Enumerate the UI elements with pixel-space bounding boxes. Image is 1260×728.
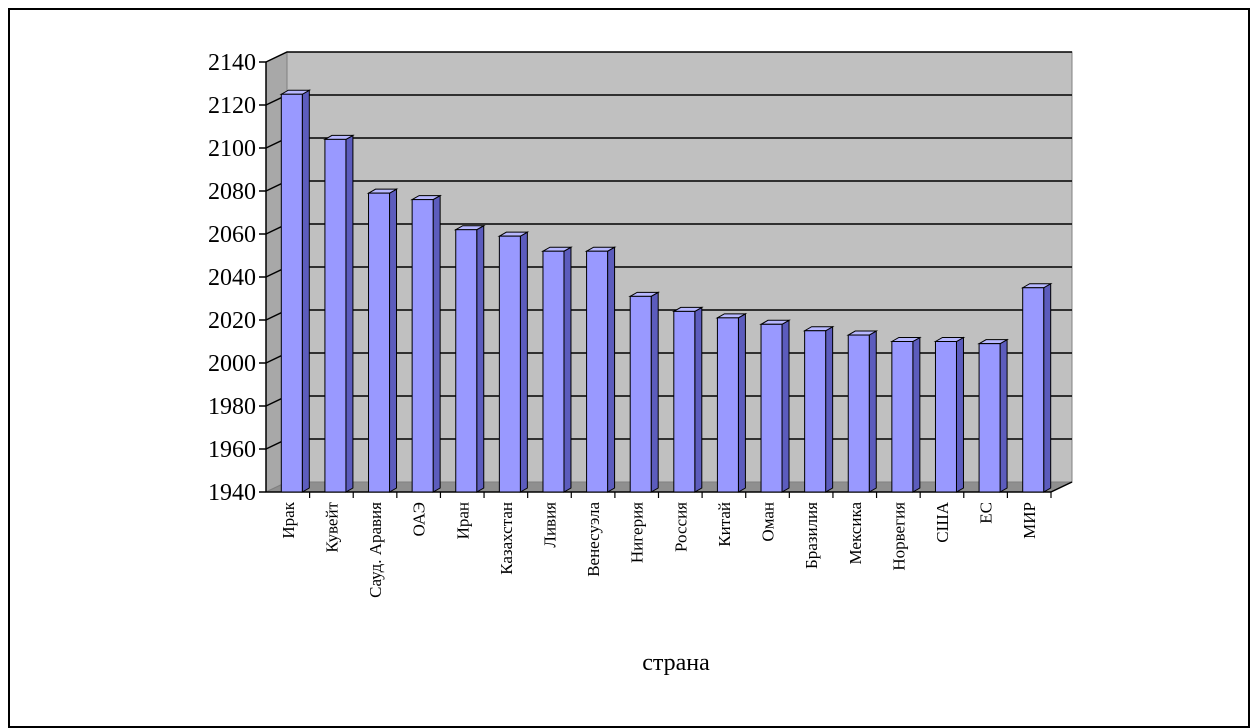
- x-category-label: Иран: [453, 502, 472, 539]
- x-category-label: Сауд. Аравия: [366, 502, 385, 598]
- bar-side: [1043, 282, 1052, 493]
- bar-front: [455, 229, 478, 493]
- x-axis-depth-line: [1050, 481, 1073, 493]
- y-tick-label: 2000: [208, 351, 256, 377]
- bar: [977, 338, 1009, 493]
- bar: [497, 231, 530, 493]
- y-tick-label: 2120: [208, 93, 256, 119]
- bar: [453, 224, 486, 493]
- bar-side: [694, 306, 703, 493]
- y-tick-label: 2020: [208, 308, 256, 334]
- bar-side: [999, 338, 1008, 493]
- bar-front: [586, 250, 609, 493]
- bar-front: [673, 310, 696, 493]
- y-tick-label: 2100: [208, 136, 256, 162]
- bar: [410, 194, 443, 493]
- bar-front: [280, 93, 303, 493]
- bar-side: [955, 336, 964, 493]
- bar: [846, 330, 879, 493]
- x-category-label: США: [933, 501, 952, 542]
- bar-side: [650, 291, 659, 493]
- bar: [323, 134, 355, 493]
- y-tick-label: 1960: [208, 437, 256, 463]
- bar-front: [1022, 287, 1045, 493]
- x-axis-label: страна: [642, 650, 710, 676]
- bar-chart: 1940 1960 1980 2000 2020 2040 2060 2080 2100 2120…: [208, 50, 1073, 676]
- bar: [802, 325, 835, 493]
- y-tick-label: 2060: [208, 222, 256, 248]
- bar-side: [737, 312, 746, 493]
- bar-front: [411, 199, 434, 493]
- x-category-label: ОАЭ: [410, 502, 429, 537]
- x-category-label: Венесуэла: [584, 502, 603, 577]
- bars: [279, 89, 1053, 493]
- x-category-label: Ливия: [540, 502, 559, 548]
- x-category-label: Нигерия: [628, 502, 647, 563]
- bar-side: [345, 134, 354, 493]
- bar-side: [868, 330, 877, 493]
- y-axis-ticks: 1940 1960 1980 2000 2020 2040 2060 2080 2100 2120…: [208, 50, 256, 506]
- bar-front: [934, 341, 957, 493]
- x-category-label: Россия: [671, 502, 690, 552]
- y-tick-label: 1980: [208, 394, 256, 420]
- x-category-label: ЕС: [977, 502, 996, 524]
- bar-front: [629, 295, 652, 493]
- bar-front: [368, 192, 391, 493]
- bar: [933, 336, 966, 493]
- bar-side: [563, 246, 572, 493]
- bar-front: [760, 323, 783, 493]
- x-category-label: Мексика: [846, 502, 865, 565]
- bar: [279, 89, 312, 493]
- bar-side: [607, 246, 616, 493]
- x-axis-categories: Ирак Кувейт Сауд. Аравия ОАЭ Иран Казахстан Ли…: [279, 501, 1039, 598]
- bar-side: [519, 231, 528, 493]
- bar-front: [716, 317, 739, 493]
- axes: [259, 61, 1073, 498]
- x-category-label: Китай: [715, 502, 734, 547]
- bar-front: [324, 138, 347, 493]
- bar: [584, 246, 617, 493]
- y-tick-label: 2080: [208, 179, 256, 205]
- chart-frame: 1940 1960 1980 2000 2020 2040 2060 2080 2100 2120…: [8, 8, 1250, 728]
- bar-front: [847, 334, 870, 493]
- bar-side: [825, 325, 834, 493]
- y-tick-label: 1940: [208, 480, 256, 506]
- bar: [541, 246, 573, 493]
- bar-side: [389, 188, 398, 493]
- bar: [628, 291, 661, 493]
- x-category-label: Оман: [759, 502, 778, 542]
- x-category-label: МИР: [1020, 502, 1039, 539]
- x-category-label: Казахстан: [497, 502, 516, 575]
- bar-front: [498, 235, 521, 493]
- bar-side: [476, 224, 485, 493]
- bar: [366, 188, 399, 493]
- bar: [759, 319, 791, 493]
- gridline: [265, 51, 1072, 63]
- bar-front: [804, 330, 827, 493]
- bar: [889, 336, 922, 493]
- x-category-label: Ирак: [279, 501, 298, 538]
- bar-front: [978, 343, 1001, 493]
- x-category-label: Кувейт: [322, 501, 341, 552]
- bar: [1020, 282, 1053, 493]
- bar-front: [891, 341, 914, 493]
- bar-side: [301, 89, 310, 493]
- bar: [671, 306, 704, 493]
- bar-side: [781, 319, 790, 493]
- x-category-label: Бразилия: [802, 502, 821, 569]
- y-tick-label: 2040: [208, 265, 256, 291]
- bar-side: [432, 194, 441, 493]
- bar-front: [542, 250, 565, 493]
- bar-side: [912, 336, 921, 493]
- y-tick-label: 2140: [208, 50, 256, 76]
- bar: [715, 312, 748, 493]
- x-category-label: Норвегия: [889, 502, 908, 571]
